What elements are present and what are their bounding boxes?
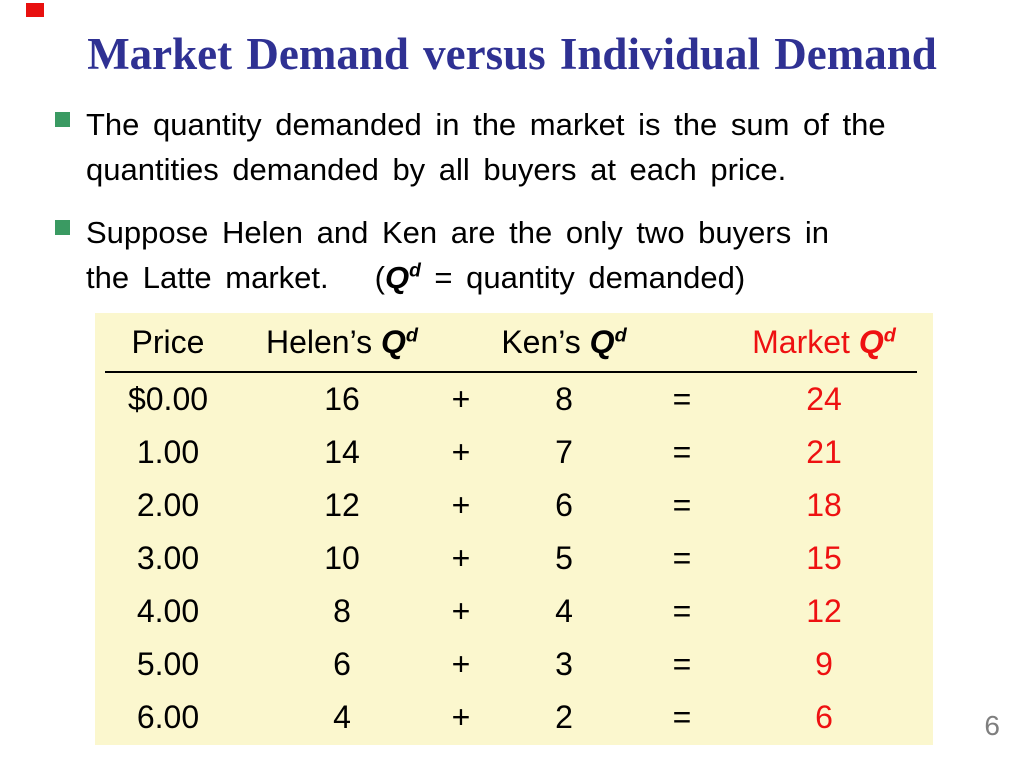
page-title: Market Demand versus Individual Demand bbox=[87, 29, 937, 79]
bullet-2-line-2-text: the Latte market. bbox=[86, 260, 329, 295]
q-superscript: d bbox=[409, 260, 421, 282]
bullet-square-icon bbox=[55, 220, 70, 235]
demand-table: Price Helen’s Qd Ken’s Qd Market Qd $0.0… bbox=[95, 313, 933, 745]
cell-ken-qd: 8 bbox=[555, 381, 573, 417]
equals-sign: = bbox=[672, 434, 692, 470]
cell-market-qd: 9 bbox=[815, 646, 833, 682]
q-superscript: d bbox=[405, 323, 419, 346]
column-header-price: Price bbox=[131, 323, 205, 360]
cell-ken-qd: 5 bbox=[555, 540, 573, 576]
bullet-2-line-1: Suppose Helen and Ken are the only two b… bbox=[86, 215, 829, 250]
cell-helen-qd: 12 bbox=[324, 487, 360, 523]
column-header-helen: Helen’s Qd bbox=[265, 323, 419, 360]
cell-market-qd: 6 bbox=[815, 699, 833, 735]
column-header-ken: Ken’s Qd bbox=[501, 323, 627, 360]
plus-sign: + bbox=[451, 593, 471, 629]
cell-ken-qd: 7 bbox=[555, 434, 573, 470]
cell-price: $0.00 bbox=[127, 381, 209, 417]
cell-price: 5.00 bbox=[136, 646, 200, 682]
page-number: 6 bbox=[984, 710, 1000, 741]
plus-sign: + bbox=[451, 646, 471, 682]
q-superscript: d bbox=[614, 323, 627, 346]
paren-open: ( bbox=[374, 260, 385, 295]
plus-sign: + bbox=[451, 434, 471, 470]
cell-price: 4.00 bbox=[136, 593, 200, 629]
table-row: 6.00 4 + 2 = 6 bbox=[95, 691, 933, 744]
table-row: 4.00 8 + 4 = 12 bbox=[95, 585, 933, 638]
plus-sign: + bbox=[451, 381, 471, 417]
equals-sign: = bbox=[672, 381, 692, 417]
qd-definition-rest: = quantity demanded) bbox=[420, 260, 746, 295]
cell-market-qd: 12 bbox=[806, 593, 842, 629]
cell-ken-qd: 2 bbox=[555, 699, 573, 735]
cell-market-qd: 24 bbox=[806, 381, 842, 417]
cell-helen-qd: 6 bbox=[333, 646, 351, 682]
q-symbol: Q bbox=[589, 323, 615, 360]
q-symbol: Q bbox=[384, 260, 410, 295]
cell-market-qd: 21 bbox=[806, 434, 842, 470]
equals-sign: = bbox=[672, 699, 692, 735]
corner-red-square-icon bbox=[26, 3, 44, 17]
plus-sign: + bbox=[451, 487, 471, 523]
cell-market-qd: 15 bbox=[806, 540, 842, 576]
table-row: 5.00 6 + 3 = 9 bbox=[95, 638, 933, 691]
bullet-square-icon bbox=[55, 112, 70, 127]
cell-price: 3.00 bbox=[136, 540, 200, 576]
bullet-2-line-2: the Latte market. (Qd = quantity demanded… bbox=[86, 255, 1021, 300]
bullet-1-line-2: quantities demanded by all buyers at eac… bbox=[86, 152, 787, 187]
table-header-divider bbox=[105, 371, 917, 373]
cell-ken-qd: 4 bbox=[555, 593, 573, 629]
cell-helen-qd: 4 bbox=[333, 699, 351, 735]
cell-ken-qd: 3 bbox=[555, 646, 573, 682]
bullet-item-1: The quantity demanded in the market is t… bbox=[55, 102, 1021, 192]
equals-sign: = bbox=[672, 593, 692, 629]
q-symbol: Q bbox=[858, 323, 884, 360]
cell-market-qd: 18 bbox=[806, 487, 842, 523]
equals-sign: = bbox=[672, 646, 692, 682]
cell-price: 1.00 bbox=[136, 434, 200, 470]
bullet-1-text: The quantity demanded in the market is t… bbox=[86, 102, 1021, 192]
table-row: 1.00 14 + 7 = 21 bbox=[95, 426, 933, 479]
column-header-market: Market Qd bbox=[752, 323, 896, 360]
cell-helen-qd: 16 bbox=[324, 381, 360, 417]
bullet-1-line-1: The quantity demanded in the market is t… bbox=[86, 107, 886, 142]
bullet-item-2: Suppose Helen and Ken are the only two b… bbox=[55, 210, 1021, 300]
table-header-row: Price Helen’s Qd Ken’s Qd Market Qd bbox=[95, 313, 933, 371]
cell-ken-qd: 6 bbox=[555, 487, 573, 523]
equals-sign: = bbox=[672, 487, 692, 523]
plus-sign: + bbox=[451, 540, 471, 576]
table-row: $0.00 16 + 8 = 24 bbox=[95, 373, 933, 426]
table-row: 2.00 12 + 6 = 18 bbox=[95, 479, 933, 532]
cell-helen-qd: 10 bbox=[324, 540, 360, 576]
equals-sign: = bbox=[672, 540, 692, 576]
plus-sign: + bbox=[451, 699, 471, 735]
cell-price: 6.00 bbox=[136, 699, 200, 735]
bullet-2-text: Suppose Helen and Ken are the only two b… bbox=[86, 210, 1021, 300]
cell-price: 2.00 bbox=[136, 487, 200, 523]
q-symbol: Q bbox=[381, 323, 406, 360]
q-superscript: d bbox=[883, 323, 896, 346]
cell-helen-qd: 8 bbox=[333, 593, 351, 629]
table-row: 3.00 10 + 5 = 15 bbox=[95, 532, 933, 585]
cell-helen-qd: 14 bbox=[324, 434, 360, 470]
qd-definition: (Qd = quantity demanded) bbox=[375, 260, 746, 295]
